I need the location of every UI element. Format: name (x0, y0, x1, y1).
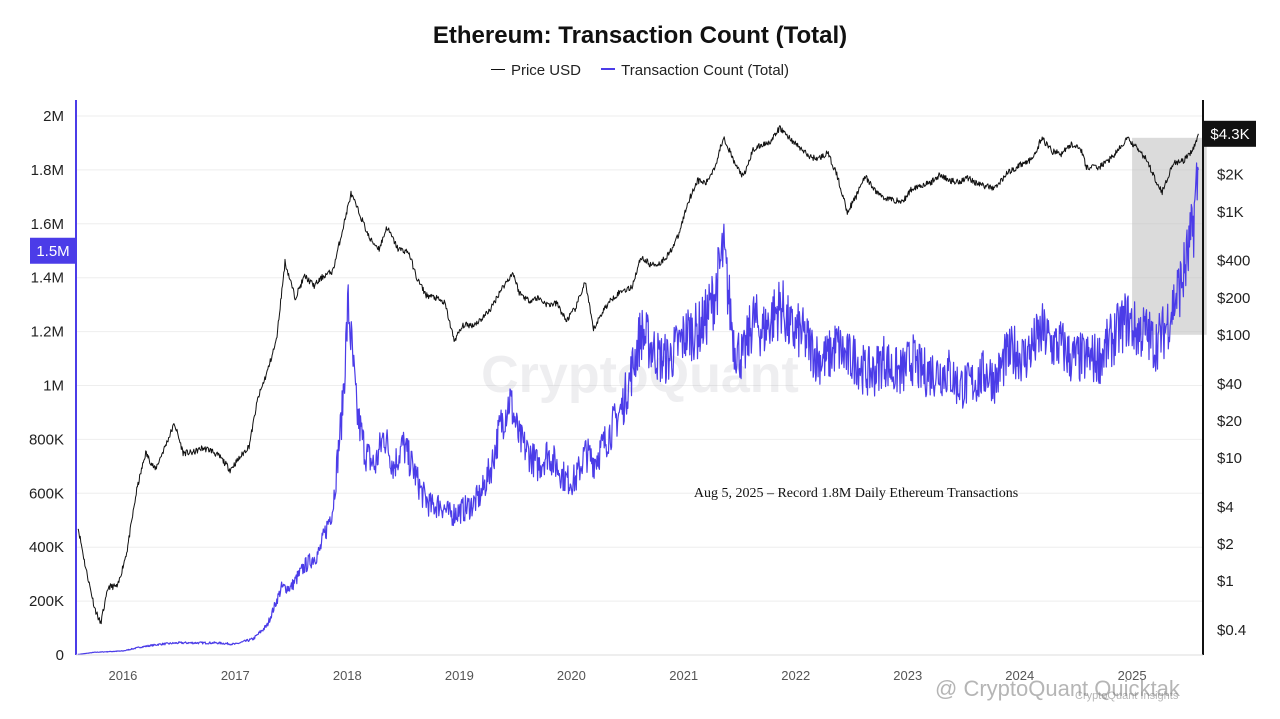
right-tick-label: $400 (1217, 253, 1250, 270)
highlight-box (1132, 137, 1207, 335)
right-tick-label: $200 (1217, 290, 1250, 307)
legend-item-txcount[interactable]: Transaction Count (Total) (601, 62, 789, 79)
right-tick-label: $2 (1217, 536, 1234, 553)
right-tick-label: $100 (1217, 327, 1250, 344)
legend-label-price: Price USD (510, 62, 581, 79)
footer-watermark: @ CryptoQuant Quicktak (935, 676, 1180, 701)
left-tick-label: 800K (29, 431, 64, 448)
x-tick-label: 2020 (557, 668, 586, 683)
footer-watermark-small: CryptoQuant Insights (1075, 690, 1179, 702)
x-axis-ticks: 2016 2017 2018 2019 2020 2021 2022 2023 2024 2025 (108, 668, 1146, 683)
legend-swatch-price (490, 68, 505, 70)
left-tick-label: 1.2M (31, 324, 64, 341)
x-tick-label: 2023 (893, 668, 922, 683)
left-tick-label: 0 (56, 647, 64, 664)
right-tick-label: $20 (1217, 413, 1242, 430)
axis-badges: 1.5M $4.3K (30, 120, 1256, 264)
x-tick-label: 2024 (1005, 668, 1034, 683)
right-tick-label: $4 (1217, 499, 1234, 516)
left-axis-badge-bg (30, 237, 76, 264)
right-tick-label: $0.4 (1217, 622, 1246, 639)
right-tick-label: $40 (1217, 376, 1242, 393)
x-tick-label: 2018 (333, 668, 362, 683)
legend-swatch-txcount (601, 68, 616, 71)
right-tick-label: $1K (1217, 204, 1244, 221)
left-tick-label: 1.8M (31, 162, 64, 179)
x-tick-label: 2022 (781, 668, 810, 683)
left-tick-label: 400K (29, 539, 64, 556)
x-tick-label: 2017 (221, 668, 250, 683)
right-axis-badge: $4.3K (1210, 126, 1249, 143)
left-tick-label: 1.6M (31, 216, 64, 233)
chart-legend: Price USD Transaction Count (Total) (0, 62, 1280, 79)
right-tick-label: $10 (1217, 450, 1242, 467)
right-tick-label: $2K (1217, 167, 1244, 184)
left-tick-label: 1.4M (31, 270, 64, 287)
left-tick-label: 200K (29, 593, 64, 610)
legend-label-txcount: Transaction Count (Total) (621, 62, 790, 79)
right-axis-ticks: $0.4 $1 $2 $4 $10 $20 $40 $100 $200 $400 $1K $2K (1217, 167, 1250, 639)
series-price-usd (77, 125, 1199, 625)
x-tick-label: 2021 (669, 668, 698, 683)
x-tick-label: 2016 (108, 668, 137, 683)
annotation-text: Aug 5, 2025 – Record 1.8M Daily Ethereum… (694, 486, 1018, 501)
left-tick-label: 1M (43, 378, 64, 395)
price-usd-line (77, 125, 1199, 625)
left-tick-label: 600K (29, 485, 64, 502)
right-tick-label: $1 (1217, 573, 1234, 590)
axes (75, 100, 1204, 656)
left-axis-ticks: 0 200K 400K 600K 800K 1M 1.2M 1.4M 1.6M 1.8M 2M (29, 108, 64, 664)
left-axis-badge: 1.5M (36, 243, 69, 260)
left-tick-label: 2M (43, 108, 64, 125)
x-tick-label: 2019 (445, 668, 474, 683)
legend-item-price[interactable]: Price USD (490, 62, 581, 79)
chart-title: Ethereum: Transaction Count (Total) (432, 22, 848, 49)
transaction-count-line (77, 162, 1199, 656)
right-axis-badge-bg (1204, 120, 1256, 147)
x-tick-label: 2025 (1118, 668, 1147, 683)
series-transaction-count (77, 162, 1199, 656)
